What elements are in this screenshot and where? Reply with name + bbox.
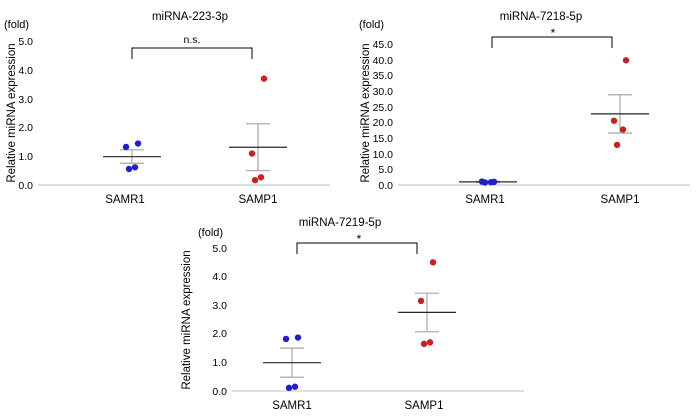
y-tick-label: 3.0 bbox=[212, 300, 227, 312]
significance-label: * bbox=[357, 232, 362, 246]
y-tick-label: 0.0 bbox=[378, 180, 393, 192]
data-point bbox=[257, 174, 265, 181]
unit-label: (fold) bbox=[198, 227, 223, 239]
data-point bbox=[426, 339, 434, 346]
y-tick-labels: 0.0 1.0 2.0 3.0 4.0 5.0 bbox=[18, 36, 33, 192]
y-tick-label: 5.0 bbox=[378, 164, 393, 176]
data-point bbox=[248, 150, 256, 157]
significance-label: n.s. bbox=[184, 34, 201, 46]
data-point bbox=[134, 140, 142, 147]
plot-area bbox=[103, 75, 287, 184]
y-tick-label: 5.0 bbox=[18, 36, 33, 48]
y-axis-label: Relative miRNA expression bbox=[181, 250, 193, 389]
panel-mirna-7218-5p: miRNA-7218-5p (fold) Relative miRNA expr… bbox=[359, 11, 690, 206]
y-tick-label: 0.0 bbox=[212, 386, 227, 398]
x-tick-label-samr1: SAMR1 bbox=[272, 400, 312, 412]
data-point bbox=[291, 383, 299, 390]
y-tick-label: 4.0 bbox=[212, 271, 227, 283]
y-tick-label: 3.0 bbox=[18, 94, 33, 106]
data-point bbox=[610, 117, 618, 124]
y-tick-label: 1.0 bbox=[18, 151, 33, 163]
series-samr1 bbox=[459, 178, 517, 186]
y-tick-label: 35.0 bbox=[373, 70, 394, 82]
panel-mirna-223-3p: miRNA-223-3p (fold) Relative miRNA expre… bbox=[4, 11, 330, 206]
data-point bbox=[251, 176, 259, 184]
unit-label: (fold) bbox=[4, 19, 29, 31]
data-point bbox=[420, 340, 428, 348]
x-tick-label-samr1: SAMR1 bbox=[105, 194, 145, 206]
data-point bbox=[613, 141, 621, 149]
data-point bbox=[417, 297, 425, 305]
significance-bracket bbox=[491, 36, 613, 48]
data-point bbox=[487, 178, 495, 186]
y-tick-label: 40.0 bbox=[373, 55, 394, 67]
y-tick-label: 30.0 bbox=[373, 86, 394, 98]
plot-area bbox=[459, 57, 649, 186]
significance-bracket bbox=[131, 47, 253, 59]
data-point bbox=[260, 75, 268, 82]
y-tick-label: 45.0 bbox=[373, 39, 394, 51]
y-tick-label: 10.0 bbox=[373, 149, 394, 161]
chart-title: miRNA-7219-5p bbox=[299, 217, 381, 229]
plot-area bbox=[263, 259, 456, 392]
series-samp1 bbox=[229, 75, 287, 184]
y-tick-label: 1.0 bbox=[212, 357, 227, 369]
y-tick-label: 20.0 bbox=[373, 117, 394, 129]
series-samp1 bbox=[591, 57, 649, 149]
y-tick-labels: 0.0 5.0 10.0 15.0 20.0 25.0 30.0 35.0 40… bbox=[373, 39, 394, 192]
series-samr1 bbox=[103, 140, 161, 173]
y-tick-labels: 0.0 1.0 2.0 3.0 4.0 5.0 bbox=[212, 243, 227, 398]
data-point bbox=[122, 143, 130, 151]
data-point bbox=[622, 57, 630, 64]
y-tick-label: 15.0 bbox=[373, 133, 394, 145]
data-point bbox=[294, 334, 302, 341]
x-tick-label-samp1: SAMP1 bbox=[601, 194, 640, 206]
y-axis-label: Relative miRNA expression bbox=[6, 43, 18, 182]
data-point bbox=[125, 165, 133, 173]
y-tick-label: 2.0 bbox=[212, 328, 227, 340]
y-tick-label: 5.0 bbox=[212, 243, 227, 255]
chart-title: miRNA-7218-5p bbox=[500, 11, 582, 23]
series-samr1 bbox=[263, 334, 321, 392]
series-samp1 bbox=[398, 259, 456, 348]
data-point bbox=[282, 335, 290, 343]
panel-mirna-7219-5p: miRNA-7219-5p (fold) Relative miRNA expr… bbox=[181, 217, 524, 412]
x-tick-label-samr1: SAMR1 bbox=[465, 194, 505, 206]
significance-label: * bbox=[551, 26, 556, 40]
y-tick-label: 2.0 bbox=[18, 122, 33, 134]
data-point bbox=[285, 384, 293, 392]
data-point bbox=[481, 179, 489, 186]
x-tick-label-samp1: SAMP1 bbox=[405, 400, 444, 412]
x-tick-label-samp1: SAMP1 bbox=[239, 194, 278, 206]
y-tick-label: 4.0 bbox=[18, 65, 33, 77]
data-point bbox=[131, 164, 139, 171]
y-tick-label: 25.0 bbox=[373, 102, 394, 114]
data-point bbox=[429, 259, 437, 266]
y-axis-label: Relative miRNA expression bbox=[360, 43, 372, 182]
unit-label: (fold) bbox=[359, 19, 384, 31]
chart-title: miRNA-223-3p bbox=[152, 11, 228, 23]
significance-bracket bbox=[296, 242, 418, 254]
y-tick-label: 0.0 bbox=[18, 180, 33, 192]
data-point bbox=[619, 126, 627, 133]
